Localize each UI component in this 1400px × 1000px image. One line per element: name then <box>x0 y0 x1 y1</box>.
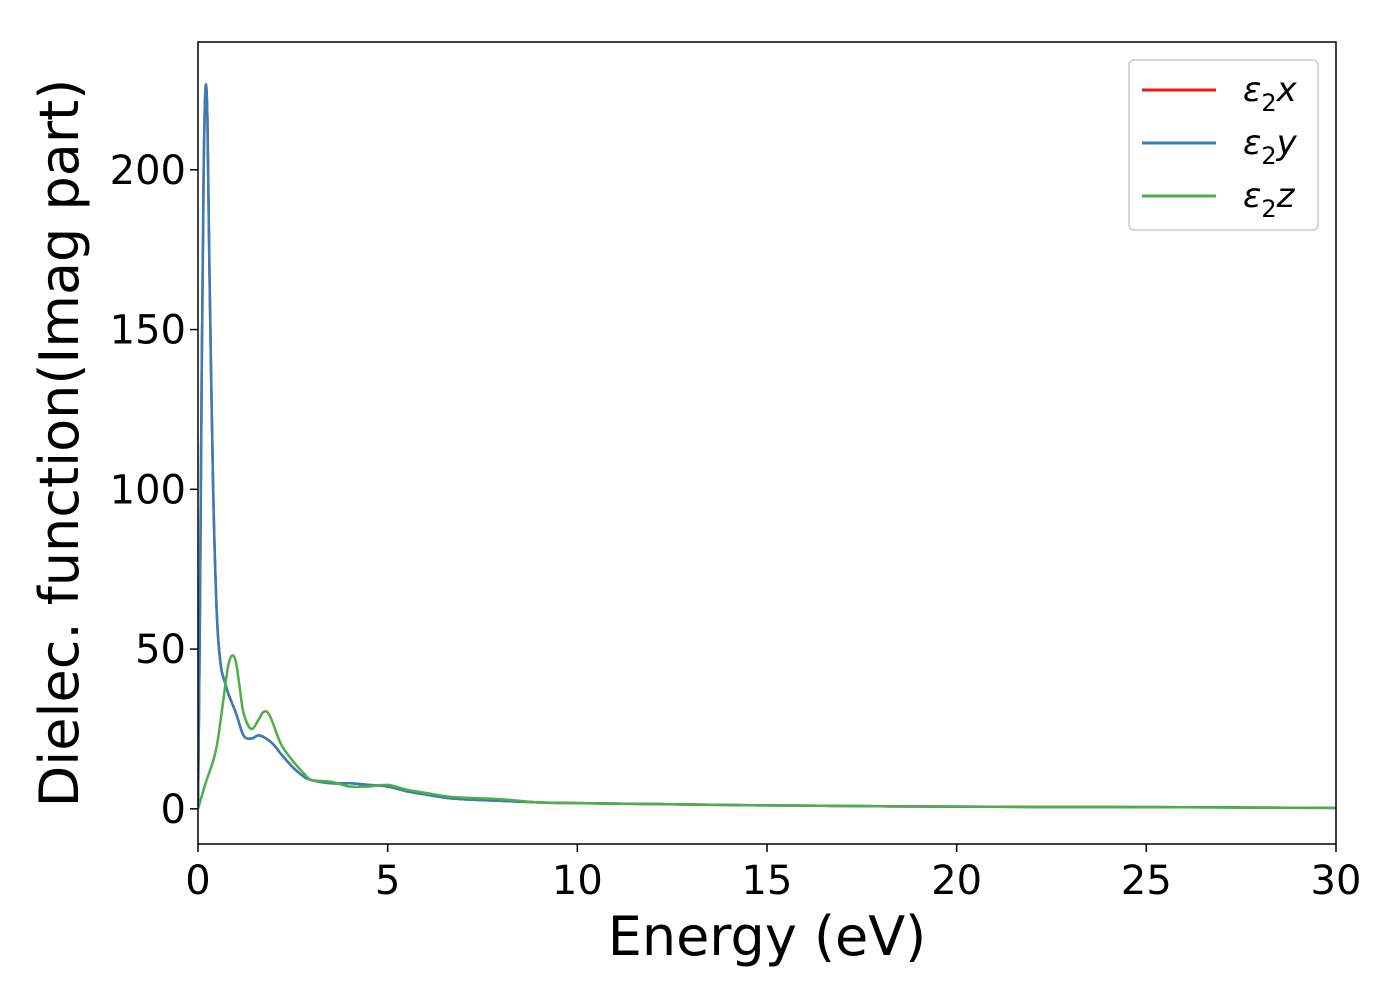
y-axis: 0 50 100 150 200 <box>110 148 198 833</box>
y-tick-label: 150 <box>110 308 186 354</box>
series-layer <box>198 83 1336 810</box>
legend: ε2x ε2y ε2z <box>1128 59 1319 231</box>
x-tick-label: 10 <box>552 858 603 904</box>
legend-box <box>1128 59 1319 231</box>
y-tick-label: 0 <box>161 787 186 833</box>
x-tick-label: 15 <box>742 858 793 904</box>
y-tick-label: 50 <box>135 627 186 673</box>
y-tick-label: 100 <box>110 467 186 513</box>
legend-label: ε2x <box>1243 70 1298 117</box>
y-tick-label: 200 <box>110 148 186 194</box>
x-axis: 0 5 10 15 20 25 30 <box>185 844 1361 904</box>
x-tick-label: 0 <box>185 858 210 904</box>
x-tick-label: 30 <box>1311 858 1362 904</box>
x-tick-label: 25 <box>1121 858 1172 904</box>
y-axis-title: Dielec. function(Imag part) <box>28 79 91 808</box>
x-tick-label: 5 <box>375 858 400 904</box>
series-line-z <box>198 654 1336 810</box>
x-tick-label: 20 <box>931 858 982 904</box>
x-axis-title: Energy (eV) <box>608 905 927 968</box>
legend-label: ε2z <box>1243 176 1296 223</box>
legend-label: ε2y <box>1243 123 1298 170</box>
